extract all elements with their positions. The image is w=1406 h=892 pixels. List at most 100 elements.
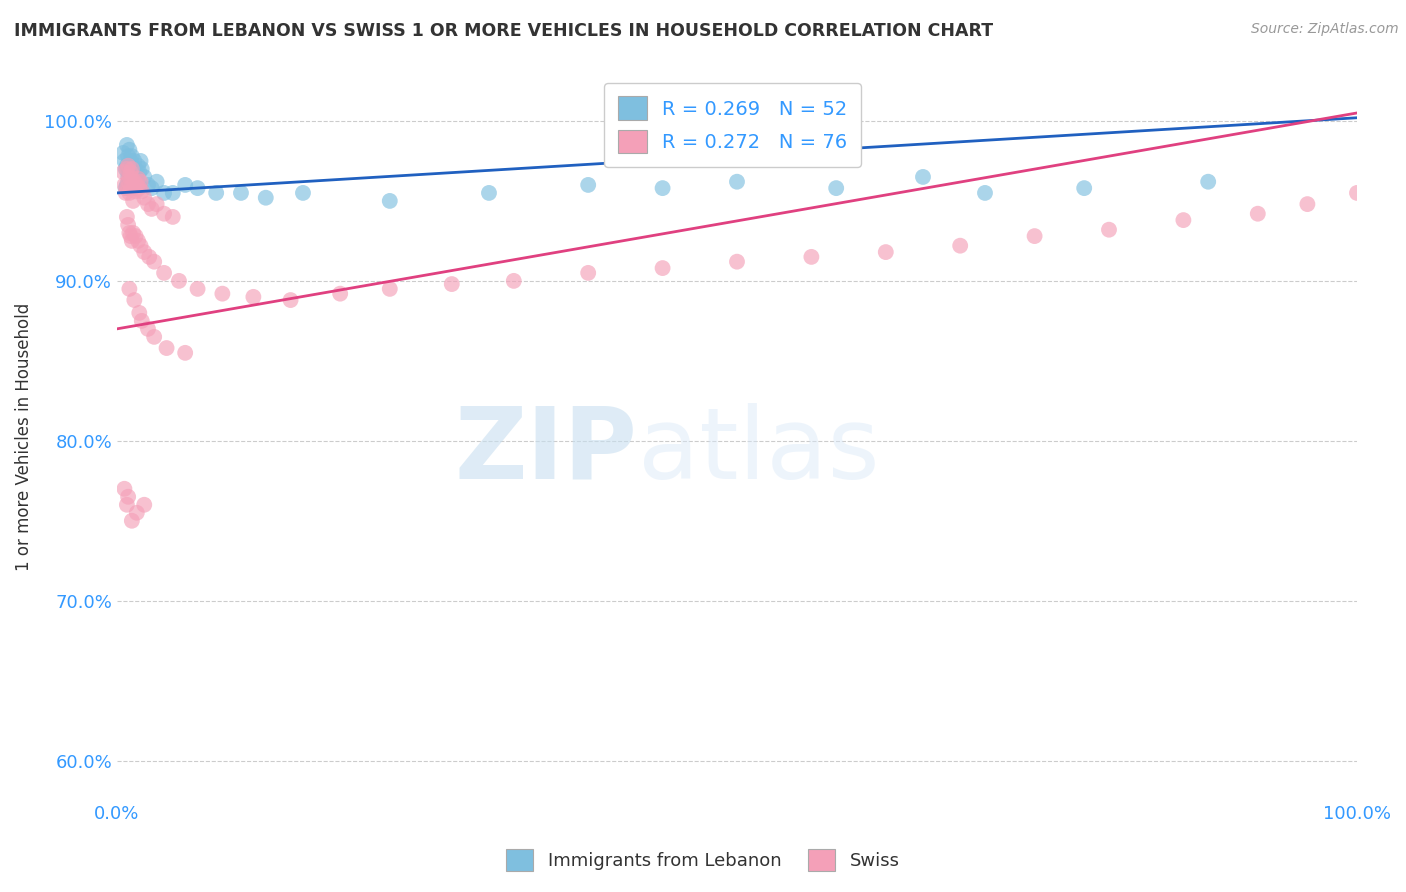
Point bbox=[129, 153, 152, 168]
Y-axis label: 1 or more Vehicles in Household: 1 or more Vehicles in Household bbox=[15, 302, 32, 571]
Point bbox=[136, 322, 159, 336]
Point bbox=[254, 191, 277, 205]
Point bbox=[378, 194, 401, 208]
Point bbox=[120, 153, 142, 168]
Point bbox=[125, 169, 148, 184]
Point bbox=[122, 226, 145, 240]
Point bbox=[378, 282, 401, 296]
Point bbox=[124, 169, 146, 184]
Point bbox=[136, 178, 159, 192]
Point bbox=[121, 159, 143, 173]
Point bbox=[134, 245, 156, 260]
Point bbox=[122, 165, 145, 179]
Point bbox=[187, 181, 209, 195]
Text: IMMIGRANTS FROM LEBANON VS SWISS 1 OR MORE VEHICLES IN HOUSEHOLD CORRELATION CHA: IMMIGRANTS FROM LEBANON VS SWISS 1 OR MO… bbox=[14, 22, 993, 40]
Point bbox=[329, 286, 352, 301]
Point bbox=[118, 143, 141, 157]
Point bbox=[122, 181, 145, 195]
Point bbox=[128, 181, 150, 195]
Point bbox=[122, 181, 145, 195]
Point bbox=[118, 169, 141, 184]
Point bbox=[1296, 197, 1319, 211]
Point bbox=[127, 171, 149, 186]
Point bbox=[1173, 213, 1195, 227]
Point bbox=[112, 178, 135, 192]
Point bbox=[651, 261, 673, 276]
Point bbox=[974, 186, 997, 200]
Point bbox=[174, 346, 197, 360]
Point bbox=[127, 234, 149, 248]
Point bbox=[145, 197, 167, 211]
Point bbox=[211, 286, 233, 301]
Point bbox=[115, 498, 138, 512]
Point bbox=[576, 178, 599, 192]
Legend: Immigrants from Lebanon, Swiss: Immigrants from Lebanon, Swiss bbox=[499, 842, 907, 879]
Point bbox=[121, 234, 143, 248]
Point bbox=[115, 137, 138, 152]
Point bbox=[825, 181, 848, 195]
Point bbox=[134, 191, 156, 205]
Text: atlas: atlas bbox=[638, 403, 879, 500]
Point bbox=[1024, 229, 1046, 244]
Point bbox=[725, 175, 748, 189]
Point bbox=[127, 159, 149, 173]
Point bbox=[136, 197, 159, 211]
Point bbox=[118, 161, 141, 176]
Point bbox=[129, 238, 152, 252]
Point bbox=[120, 165, 142, 179]
Point bbox=[800, 250, 823, 264]
Point bbox=[114, 181, 136, 195]
Point bbox=[229, 186, 252, 200]
Point bbox=[280, 293, 302, 307]
Point bbox=[949, 238, 972, 252]
Point bbox=[117, 159, 139, 173]
Point bbox=[120, 229, 142, 244]
Text: ZIP: ZIP bbox=[456, 403, 638, 500]
Point bbox=[143, 254, 166, 268]
Point bbox=[124, 161, 146, 176]
Point bbox=[115, 159, 138, 173]
Point bbox=[128, 306, 150, 320]
Point bbox=[120, 175, 142, 189]
Point bbox=[117, 165, 139, 179]
Point bbox=[115, 161, 138, 176]
Point bbox=[174, 178, 197, 192]
Point bbox=[120, 181, 142, 195]
Point bbox=[118, 173, 141, 187]
Point bbox=[117, 169, 139, 184]
Point bbox=[131, 161, 153, 176]
Point bbox=[725, 254, 748, 268]
Point bbox=[205, 186, 228, 200]
Point bbox=[112, 153, 135, 168]
Point bbox=[911, 169, 934, 184]
Point bbox=[143, 330, 166, 344]
Point bbox=[124, 184, 146, 198]
Legend: R = 0.269   N = 52, R = 0.272   N = 76: R = 0.269 N = 52, R = 0.272 N = 76 bbox=[605, 83, 862, 167]
Point bbox=[112, 145, 135, 160]
Point bbox=[167, 274, 190, 288]
Text: Source: ZipAtlas.com: Source: ZipAtlas.com bbox=[1251, 22, 1399, 37]
Point bbox=[118, 282, 141, 296]
Point bbox=[128, 165, 150, 179]
Point bbox=[162, 186, 184, 200]
Point bbox=[121, 514, 143, 528]
Point bbox=[153, 266, 176, 280]
Point bbox=[875, 245, 897, 260]
Point bbox=[1197, 175, 1219, 189]
Point bbox=[138, 250, 160, 264]
Point bbox=[118, 186, 141, 200]
Point bbox=[242, 290, 264, 304]
Point bbox=[1073, 181, 1095, 195]
Point bbox=[651, 181, 673, 195]
Point bbox=[117, 218, 139, 232]
Point bbox=[120, 169, 142, 184]
Point bbox=[121, 149, 143, 163]
Point bbox=[124, 153, 146, 168]
Point bbox=[440, 277, 463, 291]
Point bbox=[115, 178, 138, 192]
Point bbox=[153, 186, 176, 200]
Point bbox=[291, 186, 314, 200]
Point bbox=[121, 171, 143, 186]
Point bbox=[576, 266, 599, 280]
Point bbox=[1346, 186, 1368, 200]
